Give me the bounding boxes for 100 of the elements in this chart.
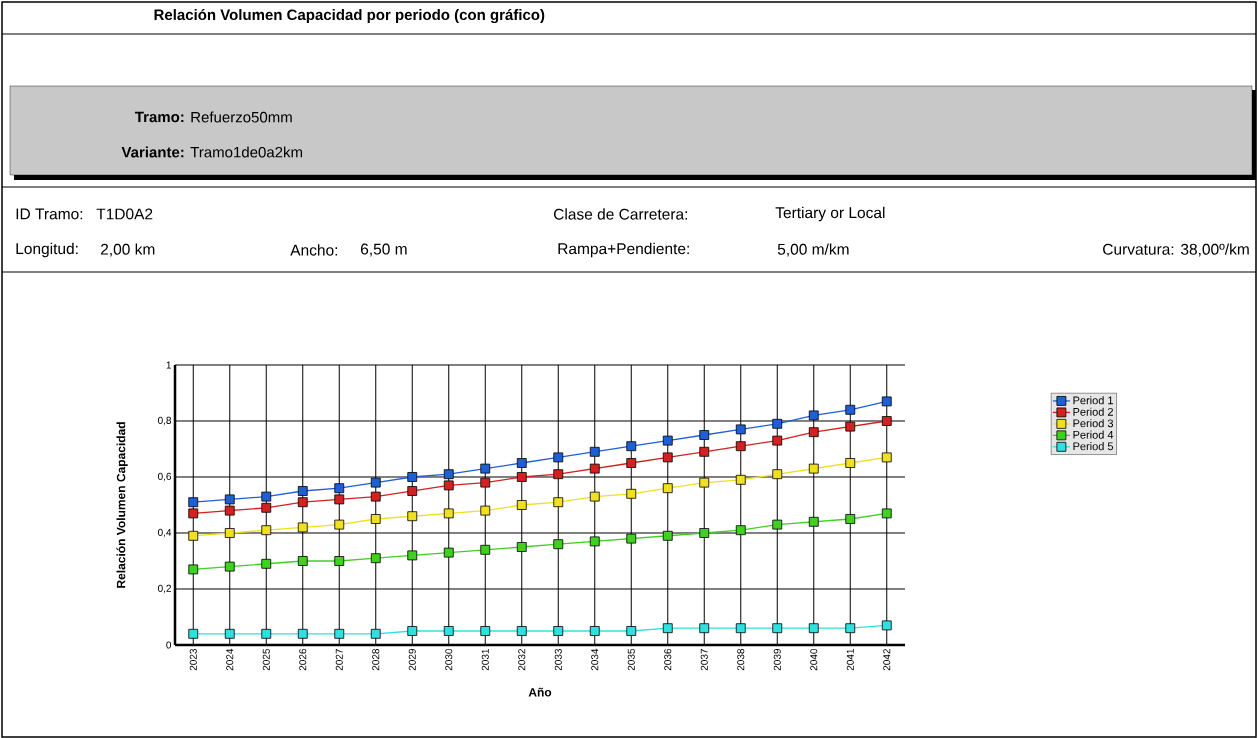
point bbox=[553, 626, 564, 636]
point bbox=[881, 416, 892, 426]
point bbox=[188, 530, 199, 541]
text: 6,50 m bbox=[360, 243, 407, 257]
point bbox=[480, 505, 491, 516]
point bbox=[516, 500, 527, 510]
legend-label: Period 5 bbox=[1073, 442, 1114, 451]
point bbox=[845, 421, 856, 432]
point bbox=[297, 628, 308, 639]
point bbox=[845, 404, 856, 415]
point bbox=[261, 558, 272, 569]
text: Tramo1de0a2km bbox=[190, 146, 303, 158]
point bbox=[735, 525, 746, 536]
x-tick-label: 2036 bbox=[664, 648, 672, 671]
point bbox=[808, 623, 819, 634]
point bbox=[443, 626, 454, 636]
point bbox=[224, 628, 235, 639]
point bbox=[772, 418, 783, 429]
x-axis-title: Año bbox=[528, 687, 552, 697]
x-tick-label: 2040 bbox=[810, 648, 818, 671]
point bbox=[553, 497, 564, 508]
point bbox=[443, 480, 454, 491]
point bbox=[407, 486, 418, 496]
x-tick-label: 2031 bbox=[481, 649, 489, 671]
point bbox=[334, 483, 345, 494]
point bbox=[553, 539, 564, 550]
y-tick-label: 0,6 bbox=[157, 472, 172, 482]
x-tick-label: 2039 bbox=[773, 649, 781, 671]
point bbox=[881, 508, 892, 519]
chart-title: Relación Volumen Capacidad por periodo (con gráfico) bbox=[154, 8, 545, 24]
point bbox=[224, 528, 235, 538]
point bbox=[662, 530, 673, 541]
point bbox=[735, 441, 746, 452]
text: Variante: bbox=[121, 146, 184, 158]
point bbox=[480, 463, 491, 474]
text: Tertiary or Local bbox=[775, 206, 885, 222]
point bbox=[662, 435, 673, 446]
point bbox=[334, 556, 345, 566]
point bbox=[334, 628, 345, 639]
point bbox=[188, 497, 199, 508]
point bbox=[188, 508, 199, 519]
point bbox=[516, 458, 527, 468]
text: Rampa+Pendiente: bbox=[558, 242, 689, 258]
point bbox=[662, 623, 673, 634]
x-tick-label: 2042 bbox=[883, 649, 891, 671]
point bbox=[845, 623, 856, 634]
text: Tramo: bbox=[134, 111, 184, 123]
point bbox=[407, 550, 418, 561]
point bbox=[626, 488, 637, 499]
point bbox=[224, 561, 235, 572]
point bbox=[443, 508, 454, 519]
x-tick-label: 2026 bbox=[299, 648, 307, 671]
y-tick-label: 0,2 bbox=[157, 584, 171, 594]
text: Clase de Carretera: bbox=[553, 208, 687, 220]
point bbox=[662, 483, 673, 494]
point bbox=[626, 458, 637, 468]
legend-label: Period 4 bbox=[1073, 430, 1114, 439]
point bbox=[772, 469, 783, 480]
point bbox=[808, 516, 819, 527]
point bbox=[480, 544, 491, 555]
point bbox=[772, 435, 783, 446]
point bbox=[480, 477, 491, 488]
point bbox=[626, 533, 637, 544]
point bbox=[808, 410, 819, 421]
x-tick-label: 2041 bbox=[846, 649, 854, 671]
point bbox=[480, 626, 491, 636]
point bbox=[662, 452, 673, 463]
x-tick-label: 2038 bbox=[737, 648, 745, 671]
x-tick-label: 2029 bbox=[408, 649, 416, 671]
point bbox=[224, 505, 235, 516]
point bbox=[261, 502, 272, 513]
point bbox=[407, 626, 418, 636]
legend-label: Period 1 bbox=[1073, 396, 1113, 405]
point bbox=[699, 528, 710, 538]
y-tick-label: 0,4 bbox=[157, 528, 172, 538]
x-tick-label: 2035 bbox=[627, 648, 635, 671]
point bbox=[224, 494, 235, 505]
point bbox=[297, 522, 308, 533]
point bbox=[699, 446, 710, 457]
point bbox=[407, 472, 418, 482]
x-tick-label: 2028 bbox=[372, 648, 380, 671]
point bbox=[881, 396, 892, 407]
point bbox=[261, 525, 272, 536]
x-tick-label: 2023 bbox=[189, 648, 197, 671]
point bbox=[735, 623, 746, 634]
x-tick-label: 2032 bbox=[518, 649, 526, 671]
point bbox=[443, 469, 454, 480]
point bbox=[589, 626, 600, 636]
point bbox=[407, 511, 418, 522]
point bbox=[553, 469, 564, 480]
text: ID Tramo: bbox=[16, 208, 83, 220]
text: 5,00 m/km bbox=[777, 243, 849, 257]
point bbox=[808, 463, 819, 474]
point bbox=[370, 477, 381, 488]
y-tick-label: 0,8 bbox=[157, 416, 172, 426]
point bbox=[699, 477, 710, 488]
text: 2,00 km bbox=[100, 243, 155, 257]
point bbox=[443, 547, 454, 558]
point bbox=[297, 486, 308, 496]
point bbox=[699, 430, 710, 440]
